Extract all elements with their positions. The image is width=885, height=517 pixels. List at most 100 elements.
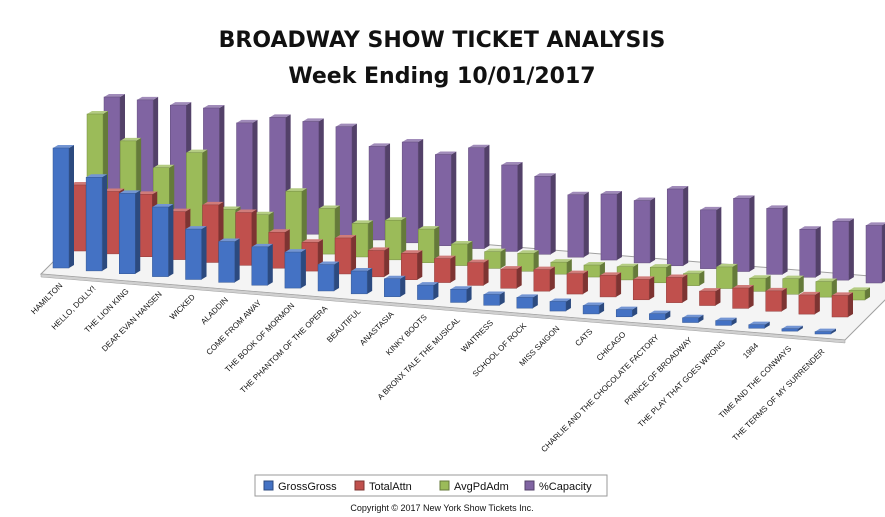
bar-top — [152, 204, 174, 208]
bar-side — [616, 272, 622, 297]
bar-top — [566, 270, 588, 274]
bar — [831, 292, 853, 318]
bar-front — [401, 253, 418, 280]
bar-top — [103, 188, 125, 192]
bar-front — [567, 194, 585, 258]
bar-front — [632, 279, 650, 301]
bar-top — [650, 264, 672, 268]
bar-top — [284, 249, 306, 253]
category-label: CATS — [573, 327, 594, 348]
bar-side — [848, 218, 854, 281]
bar-front — [814, 331, 832, 335]
bar-front — [732, 287, 749, 309]
bar-side — [484, 144, 490, 249]
bar-top — [832, 218, 854, 222]
bar-side — [549, 266, 555, 292]
bar-front — [599, 275, 617, 298]
bar-side — [300, 249, 306, 289]
bar-side — [533, 250, 539, 272]
bar-front — [633, 200, 651, 264]
bar-side — [385, 143, 391, 240]
bar-top — [715, 317, 737, 321]
bar-top — [766, 205, 788, 209]
bar-front — [468, 147, 485, 249]
bar-front — [119, 193, 136, 274]
legend-label: TotalAttn — [369, 481, 412, 493]
bar-side — [517, 162, 523, 252]
bar-top — [484, 248, 506, 252]
bar-side — [168, 204, 174, 277]
bar-top — [634, 197, 656, 201]
bar — [798, 291, 820, 315]
bar — [649, 310, 671, 320]
bar — [715, 317, 737, 326]
bar-top — [235, 209, 257, 213]
chart-subtitle: Week Ending 10/01/2017 — [288, 64, 595, 89]
bar — [781, 325, 803, 332]
bar-top — [534, 173, 556, 177]
bar-top — [732, 284, 754, 288]
legend-item-totalattn: TotalAttn — [354, 480, 412, 493]
bar-top — [700, 206, 722, 210]
bar-side — [699, 270, 705, 286]
bar-side — [566, 259, 572, 275]
bar-top — [550, 259, 572, 263]
bar-side — [234, 238, 240, 283]
bar-top — [251, 243, 273, 247]
bar-front — [317, 264, 335, 292]
bar-side — [797, 325, 803, 332]
bar-top — [301, 239, 323, 243]
bar-top — [649, 310, 671, 314]
bar-side — [882, 223, 885, 283]
bar-top — [302, 118, 324, 122]
bar — [549, 298, 571, 312]
bar-top — [733, 195, 755, 199]
bar-front — [384, 278, 401, 297]
bar-top — [815, 328, 836, 332]
bar-top — [185, 226, 207, 230]
legend-item-avgpdadm: AvgPdAdm — [439, 480, 509, 493]
bar-top — [352, 220, 374, 224]
bar — [600, 191, 622, 261]
bar-front — [500, 268, 517, 289]
bar — [468, 144, 490, 249]
bar-top — [202, 201, 224, 205]
bar-top — [169, 208, 191, 212]
bar — [483, 291, 505, 306]
bar-top — [866, 222, 885, 226]
bar-side — [434, 226, 440, 263]
legend-item-grossgross: GrossGross — [263, 480, 337, 493]
bar-top — [318, 205, 340, 209]
bar-side — [384, 247, 390, 277]
bar-side — [749, 195, 755, 272]
bar-side — [467, 240, 473, 266]
bar — [516, 294, 538, 309]
bar — [599, 272, 622, 298]
bar-top — [86, 174, 108, 178]
legend-swatch — [439, 480, 450, 491]
bar — [434, 255, 456, 283]
bar-top — [384, 275, 406, 279]
bar-side — [267, 243, 273, 286]
bar-front — [368, 146, 386, 241]
legend-label: GrossGross — [278, 481, 337, 493]
bar-top — [815, 278, 837, 282]
bar-front — [615, 309, 633, 318]
bar-front — [284, 251, 302, 289]
bar-top — [667, 185, 689, 189]
bar-side — [418, 139, 424, 243]
bar-top — [402, 139, 424, 143]
bar-side — [683, 185, 689, 266]
bar — [799, 226, 821, 278]
bar — [251, 243, 273, 286]
bar-top — [600, 272, 622, 276]
chart-title: BROADWAY SHOW TICKET ANALYSIS — [219, 28, 666, 53]
bar — [699, 288, 721, 306]
bar-front — [600, 193, 618, 261]
bar-top — [70, 182, 91, 185]
bar-top — [749, 275, 771, 279]
bar-side — [201, 226, 207, 280]
bar-front — [682, 317, 699, 323]
bar — [567, 191, 589, 258]
